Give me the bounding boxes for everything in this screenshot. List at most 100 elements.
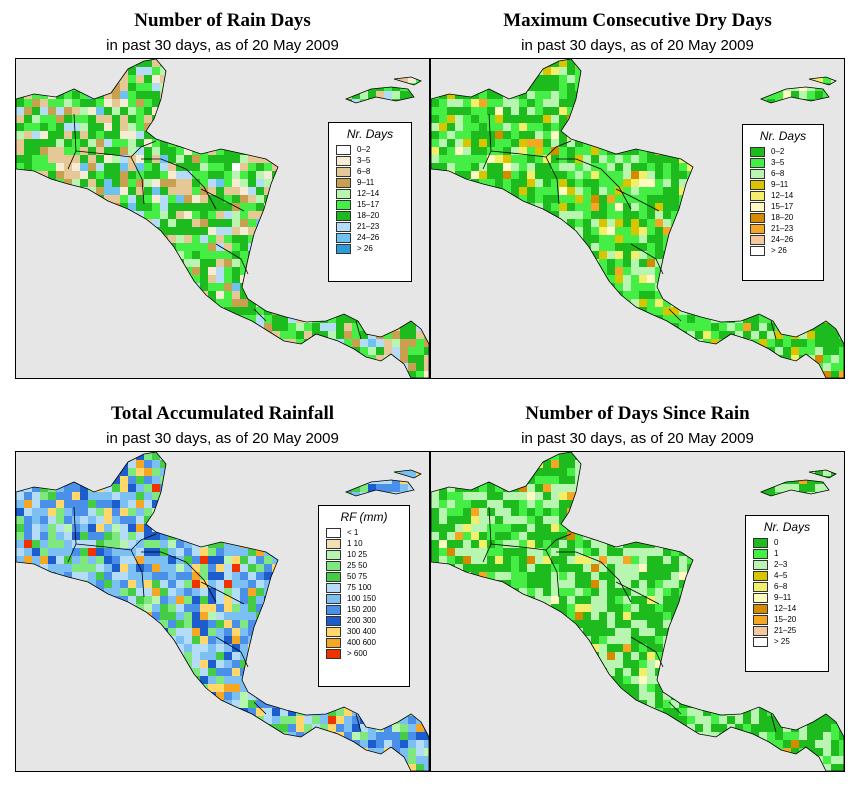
legend-item: 1 — [753, 548, 828, 559]
legend-item: 18–20 — [750, 212, 823, 223]
legend-swatch — [753, 636, 768, 647]
legend-label: 21–23 — [771, 224, 794, 233]
legend-swatch — [750, 223, 765, 234]
panel-max-dry-days: Maximum Consecutive Dry Days in past 30 … — [430, 0, 845, 388]
legend-label: 15–20 — [774, 615, 797, 624]
legend-item: 50 75 — [326, 571, 409, 582]
legend-swatch — [750, 179, 765, 190]
legend-item: 6–8 — [753, 581, 828, 592]
legend-title: RF (mm) — [340, 510, 388, 524]
legend-item: 3–5 — [750, 157, 823, 168]
legend-label: 200 300 — [347, 616, 376, 625]
legend-swatch — [326, 626, 341, 637]
legend-label: 3–5 — [771, 158, 785, 167]
legend-item: > 25 — [753, 636, 828, 647]
legend-swatch — [753, 603, 768, 614]
legend-item: 9–11 — [336, 177, 411, 188]
legend-label: 100 150 — [347, 594, 376, 603]
legend: Nr. Days 0 1 2–3 4–5 6–8 9–11 12–14 15–20 21–25 >… — [745, 515, 829, 672]
country-borders — [67, 113, 362, 340]
legend-swatch — [326, 648, 341, 659]
legend-label: 75 100 — [347, 583, 372, 592]
coastline — [16, 452, 429, 771]
legend-swatch — [753, 614, 768, 625]
legend-label: 21–25 — [774, 626, 797, 635]
legend-item: 3–5 — [336, 155, 411, 166]
legend-item: 15–17 — [336, 199, 411, 210]
legend-swatch — [753, 581, 768, 592]
legend-label: 0–2 — [771, 147, 785, 156]
legend-label: 6–8 — [774, 582, 788, 591]
legend-label: 1 10 — [347, 539, 363, 548]
legend-title: Nr. Days — [759, 129, 807, 143]
legend-label: > 26 — [771, 246, 787, 255]
legend-swatch — [326, 582, 341, 593]
legend-item: 12–14 — [753, 603, 828, 614]
legend-label: 0–2 — [357, 145, 371, 154]
legend-item: 6–8 — [336, 166, 411, 177]
legend-item: 10 25 — [326, 549, 409, 560]
legend-label: 18–20 — [771, 213, 794, 222]
panel-subtitle: in past 30 days, as of 20 May 2009 — [521, 430, 754, 447]
legend-swatch — [326, 560, 341, 571]
legend-item: 6–8 — [750, 168, 823, 179]
panel-subtitle: in past 30 days, as of 20 May 2009 — [521, 37, 754, 54]
legend-swatch — [750, 157, 765, 168]
legend-item: 18–20 — [336, 210, 411, 221]
legend-swatch — [753, 570, 768, 581]
legend-swatch — [753, 548, 768, 559]
legend-label: 25 50 — [347, 561, 368, 570]
legend-label: 150 200 — [347, 605, 376, 614]
legend-swatch — [336, 221, 351, 232]
panel-title: Number of Days Since Rain — [525, 403, 750, 424]
legend-swatch — [750, 212, 765, 223]
legend-item: 24–26 — [750, 234, 823, 245]
legend-items: 0–2 3–5 6–8 9–11 12–14 15–17 18–20 21–23 24–26 > … — [329, 144, 411, 254]
legend-item: 1 10 — [326, 538, 409, 549]
panel-title: Total Accumulated Rainfall — [110, 403, 335, 424]
legend-label: > 26 — [357, 244, 373, 253]
legend-label: 18–20 — [357, 211, 380, 220]
legend-items: 0 1 2–3 4–5 6–8 9–11 12–14 15–20 21–25 > 25 — [746, 537, 828, 647]
legend-swatch — [326, 571, 341, 582]
panel-subtitle: in past 30 days, as of 20 May 2009 — [106, 37, 339, 54]
legend-item: 4–5 — [753, 570, 828, 581]
legend-label: 6–8 — [357, 167, 371, 176]
legend-swatch — [753, 537, 768, 548]
legend-item: 0–2 — [336, 144, 411, 155]
coastline — [16, 59, 429, 378]
legend-item: 25 50 — [326, 560, 409, 571]
legend-swatch — [326, 615, 341, 626]
map-max-dry-days — [430, 58, 845, 379]
legend-item: 2–3 — [753, 559, 828, 570]
legend-swatch — [750, 146, 765, 157]
legend: RF (mm) < 1 1 10 10 25 25 50 50 75 75 100 100 … — [318, 505, 410, 687]
legend-items: < 1 1 10 10 25 25 50 50 75 75 100 100 150 150 2… — [319, 527, 409, 659]
legend-swatch — [326, 593, 341, 604]
legend-item: 21–25 — [753, 625, 828, 636]
legend-item: 15–17 — [750, 201, 823, 212]
legend: Nr. Days 0–2 3–5 6–8 9–11 12–14 15–17 18–20 21–… — [742, 124, 824, 281]
legend-swatch — [336, 199, 351, 210]
legend-item: 200 300 — [326, 615, 409, 626]
legend-swatch — [336, 155, 351, 166]
legend-label: 6–8 — [771, 169, 785, 178]
legend-item: 21–23 — [750, 223, 823, 234]
legend-label: 2–3 — [774, 560, 788, 569]
legend-label: 9–11 — [774, 593, 792, 602]
panel-title: Maximum Consecutive Dry Days — [503, 10, 772, 31]
legend-label: 9–11 — [771, 180, 789, 189]
legend-items: 0–2 3–5 6–8 9–11 12–14 15–17 18–20 21–23 24–26 > … — [743, 146, 823, 256]
country-borders — [67, 506, 362, 733]
legend-label: 24–26 — [357, 233, 380, 242]
legend-label: 12–14 — [357, 189, 380, 198]
legend-swatch — [336, 144, 351, 155]
legend-label: 12–14 — [771, 191, 794, 200]
legend-item: 100 150 — [326, 593, 409, 604]
legend-swatch — [336, 210, 351, 221]
panel-title: Number of Rain Days — [134, 10, 311, 31]
legend-item: 12–14 — [336, 188, 411, 199]
legend-item: > 600 — [326, 648, 409, 659]
legend-label: 10 25 — [347, 550, 368, 559]
legend-label: 50 75 — [347, 572, 368, 581]
